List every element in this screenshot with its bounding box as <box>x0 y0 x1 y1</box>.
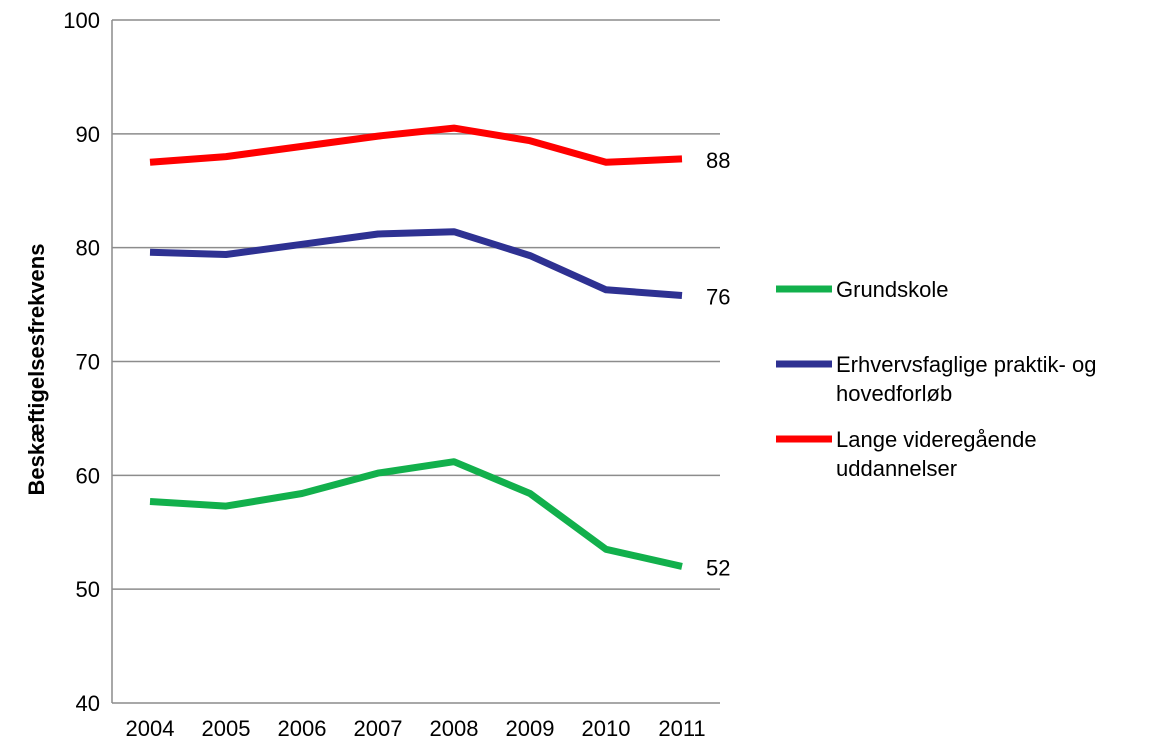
y-tick-label: 80 <box>76 236 100 261</box>
end-label: 88 <box>706 148 730 173</box>
legend-entry: Lange videregående <box>836 427 1037 452</box>
end-labels: 52 76 88 <box>706 148 730 581</box>
x-tick-label: 2004 <box>126 716 175 741</box>
end-label: 52 <box>706 555 730 580</box>
x-tick-label: 2008 <box>430 716 479 741</box>
end-label: 76 <box>706 284 730 309</box>
legend-entry: Erhvervsfaglige praktik- og <box>836 352 1096 377</box>
y-axis-label: Beskæftigelsesfrekvens <box>24 244 49 496</box>
x-tick-label: 2010 <box>582 716 631 741</box>
y-tick-label: 40 <box>76 691 100 716</box>
y-tick-label: 100 <box>63 8 100 33</box>
legend-entry: hovedforløb <box>836 381 952 406</box>
axes <box>111 20 720 704</box>
legend-entry: uddannelser <box>836 456 957 481</box>
x-tick-label: 2011 <box>658 716 705 741</box>
series-line-0 <box>149 458 683 570</box>
y-tick-label: 60 <box>76 463 100 488</box>
x-tick-label: 2006 <box>278 716 327 741</box>
x-axis-ticks: 2004 2005 2006 2007 2008 2009 2010 2011 <box>126 716 706 741</box>
y-tick-label: 90 <box>76 122 100 147</box>
x-tick-label: 2005 <box>202 716 251 741</box>
x-tick-label: 2009 <box>506 716 555 741</box>
y-tick-label: 50 <box>76 577 100 602</box>
series-lines <box>149 124 683 570</box>
y-tick-label: 70 <box>76 350 100 375</box>
series-line-1 <box>149 228 683 299</box>
x-tick-label: 2007 <box>354 716 403 741</box>
y-axis-ticks: 40 50 60 70 80 90 100 <box>63 8 100 716</box>
series-line-2 <box>149 124 683 166</box>
legend-entry: Grundskole <box>836 277 949 302</box>
legend: Grundskole Erhvervsfaglige praktik- og hov… <box>776 277 1096 481</box>
